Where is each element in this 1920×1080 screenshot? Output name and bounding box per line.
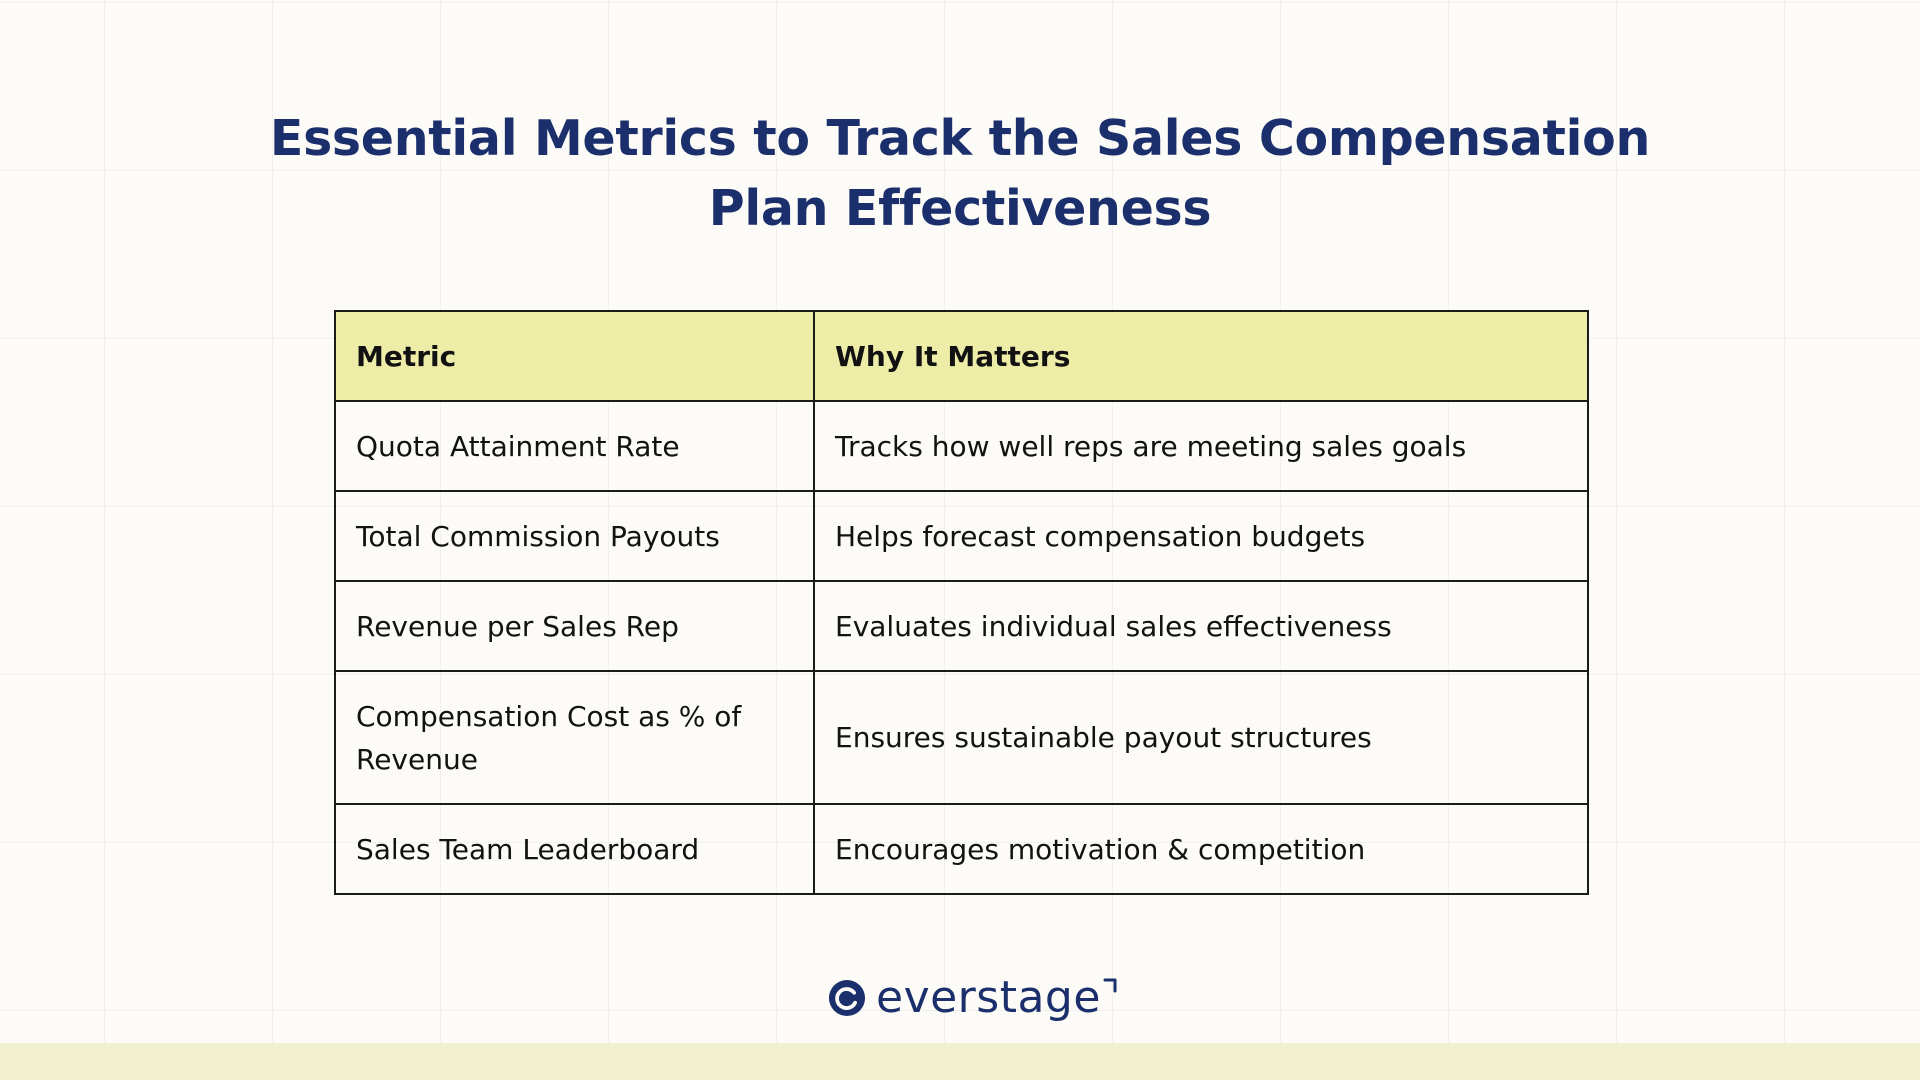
footer-band (0, 1043, 1920, 1080)
page-title-line-2: Plan Effectiveness (708, 180, 1212, 237)
metric-cell: Total Commission Payouts (334, 490, 815, 582)
table-row: Quota Attainment Rate Tracks how well re… (334, 400, 1589, 492)
table-row: Sales Team Leaderboard Encourages motiva… (334, 803, 1589, 895)
brand-logo: everstage (828, 974, 1119, 1022)
why-cell: Helps forecast compensation budgets (813, 490, 1589, 582)
metric-cell: Sales Team Leaderboard (334, 803, 815, 895)
metrics-table: Metric Why It Matters Quota Attainment R… (334, 310, 1589, 895)
table-row: Compensation Cost as % of Revenue Ensure… (334, 670, 1589, 805)
metric-cell: Quota Attainment Rate (334, 400, 815, 492)
table-row: Total Commission Payouts Helps forecast … (334, 490, 1589, 582)
column-header-metric: Metric (334, 310, 815, 402)
page-title-line-1: Essential Metrics to Track the Sales Com… (269, 110, 1651, 167)
table-row: Revenue per Sales Rep Evaluates individu… (334, 580, 1589, 672)
column-header-why-it-matters: Why It Matters (813, 310, 1589, 402)
everstage-logo-icon (828, 979, 866, 1017)
why-cell: Evaluates individual sales effectiveness (813, 580, 1589, 672)
brand-name: everstage (876, 972, 1101, 1023)
metric-cell: Compensation Cost as % of Revenue (334, 670, 815, 805)
brand-tick-icon (1103, 978, 1117, 993)
table-header-row: Metric Why It Matters (334, 310, 1589, 402)
metric-cell: Revenue per Sales Rep (334, 580, 815, 672)
why-cell: Encourages motivation & competition (813, 803, 1589, 895)
page-title: Essential Metrics to Track the Sales Com… (0, 104, 1920, 244)
why-cell: Ensures sustainable payout structures (813, 670, 1589, 805)
why-cell: Tracks how well reps are meeting sales g… (813, 400, 1589, 492)
